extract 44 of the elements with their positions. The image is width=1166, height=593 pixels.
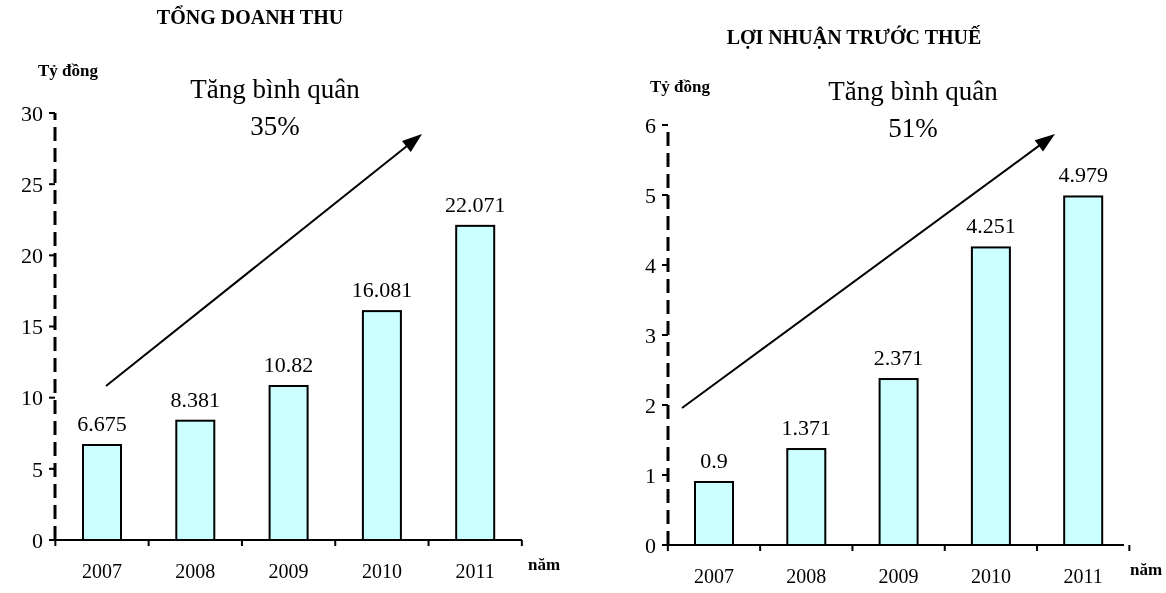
data-label: 1.371 bbox=[781, 415, 832, 441]
x-axis-title: năm bbox=[1130, 560, 1163, 579]
annotation: 51% bbox=[888, 113, 938, 143]
annotation: 35% bbox=[250, 111, 300, 141]
y-tick-label: 5 bbox=[32, 456, 43, 482]
x-tick-label: 2008 bbox=[786, 565, 827, 587]
y-tick-label: 15 bbox=[21, 314, 43, 340]
data-label: 22.071 bbox=[444, 191, 506, 217]
x-tick-label: 2008 bbox=[175, 560, 216, 582]
text: Tăng bình quân bbox=[828, 76, 999, 106]
y-tick-label: 3 bbox=[645, 322, 656, 348]
y-tick-label: 2 bbox=[645, 392, 656, 418]
y-tick-label: 0 bbox=[645, 532, 656, 558]
y-tick-label: 0 bbox=[32, 527, 43, 553]
chart-title: TỔNG DOANH THU bbox=[156, 5, 344, 28]
x-tick-label: 2010 bbox=[970, 565, 1011, 587]
x-tick-label: 2007 bbox=[82, 560, 122, 582]
chart-title: LỢI NHUẬN TRƯỚC THUẾ bbox=[726, 25, 982, 49]
x-tick-label: 2009 bbox=[268, 560, 309, 582]
data-label: 16.081 bbox=[351, 277, 413, 303]
y-tick-label: 1 bbox=[645, 462, 656, 488]
data-label: 4.251 bbox=[966, 213, 1016, 239]
x-axis-title: năm bbox=[528, 555, 561, 574]
x-tick-label: 2011 bbox=[455, 560, 495, 582]
data-label: 2.371 bbox=[873, 345, 924, 371]
data-label: 4.979 bbox=[1058, 162, 1108, 188]
y-axis-title: Tỷ đồng bbox=[650, 77, 711, 96]
x-tick-label: 2009 bbox=[878, 565, 919, 587]
text: Tăng bình quân bbox=[190, 74, 361, 104]
data-label: 6.675 bbox=[77, 410, 127, 436]
y-tick-label: 20 bbox=[21, 243, 43, 269]
y-tick-label: 4 bbox=[645, 252, 656, 278]
x-tick-label: 2011 bbox=[1063, 565, 1103, 587]
x-tick-label: 2010 bbox=[361, 560, 402, 582]
y-tick-label: 30 bbox=[21, 100, 43, 126]
y-tick-label: 10 bbox=[21, 385, 43, 411]
data-label: 10.82 bbox=[263, 352, 314, 377]
y-tick-label: 25 bbox=[21, 171, 43, 197]
data-label: 8.381 bbox=[170, 386, 221, 412]
y-tick-label: 6 bbox=[645, 112, 656, 138]
data-label: 0.9 bbox=[700, 448, 728, 473]
x-tick-label: 2007 bbox=[694, 565, 734, 587]
y-axis-title: Tỷ đồng bbox=[38, 61, 99, 80]
y-tick-label: 5 bbox=[645, 182, 656, 208]
